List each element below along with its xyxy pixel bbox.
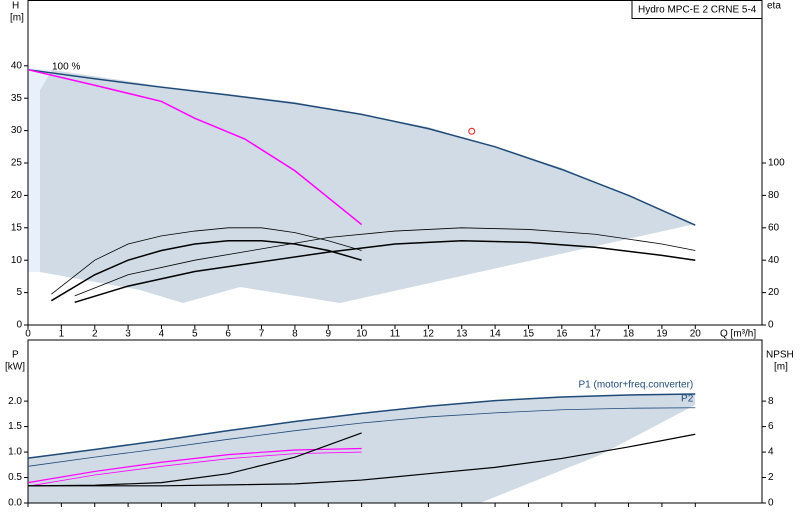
x-tick-label: 6 [225,329,231,340]
y2-axis-label: NPSH [766,350,794,361]
legend-label: P1 (motor+freq.converter) [579,380,694,391]
annotation: 100 % [52,62,80,73]
y-tick-label: 15 [11,222,23,233]
x-tick-label: 19 [656,329,668,340]
series-line [50,240,362,302]
y2-tick-label: 8 [768,396,774,407]
y2-tick-label: 20 [768,287,780,298]
x-tick-label: 3 [125,329,131,340]
y-tick-label: 30 [11,125,23,136]
y2-tick-label: 40 [768,255,780,266]
x-tick-label: 5 [192,329,198,340]
y2-tick-label: 4 [768,447,774,458]
series-line [51,227,362,295]
y-tick-label: 1.0 [8,447,22,458]
y-tick-label: 20 [11,190,23,201]
y2-tick-label: 6 [768,421,774,432]
x-tick-label: 10 [356,329,368,340]
y-axis-label: H [12,1,19,12]
x-tick-label: 17 [590,329,602,340]
y-tick-label: 10 [11,255,23,266]
y-tick-label: 1.5 [8,421,22,432]
y-axis-unit: [kW] [5,362,25,373]
x-axis-label: Q [m³/h] [720,329,756,340]
x-tick-label: 1 [59,329,65,340]
series-line [27,407,696,467]
x-tick-label: 2 [92,329,98,340]
y-axis-unit: [m] [10,13,24,24]
series-line [28,433,696,487]
y-tick-label: 25 [11,158,23,169]
y-tick-label: 0.0 [8,498,22,509]
chart-title: Hydro MPC-E 2 CRNE 5-4 [638,5,757,16]
series-line [74,240,696,304]
legend-label: P2 [681,393,694,404]
x-tick-label: 14 [490,329,502,340]
x-tick-label: 9 [325,329,331,340]
y-tick-label: 2.0 [8,396,22,407]
y-tick-label: 35 [11,93,23,104]
series-line [74,227,696,297]
duty-point [468,127,476,135]
series-line [27,393,696,459]
y2-tick-label: 0 [768,498,774,509]
y2-tick-label: 100 [768,158,785,169]
y2-axis-label: eta [767,1,781,12]
x-tick-label: 12 [423,329,435,340]
x-tick-label: 4 [159,329,165,340]
x-tick-label: 8 [292,329,298,340]
x-tick-label: 13 [456,329,468,340]
range-area [40,70,695,303]
x-tick-label: 15 [523,329,535,340]
y-tick-label: 40 [11,60,23,71]
x-tick-label: 7 [259,329,265,340]
y2-axis-unit: [m] [774,362,788,373]
y-tick-label: 0 [16,320,22,331]
series-line [27,68,696,226]
y2-tick-label: 80 [768,190,780,201]
x-tick-label: 16 [556,329,568,340]
y-tick-label: 5 [16,287,22,298]
series-line [27,447,362,484]
x-tick-label: 11 [390,329,401,340]
x-tick-label: 18 [623,329,635,340]
title-box [631,0,763,19]
y-axis-label: P [12,350,19,361]
series-line [27,68,363,226]
x-tick-label: 20 [690,329,702,340]
x-tick-label: 0 [25,329,31,340]
y2-tick-label: 0 [768,320,774,331]
y2-tick-label: 2 [768,472,774,483]
y2-tick-label: 60 [768,222,780,233]
y-tick-label: 0.5 [8,472,22,483]
